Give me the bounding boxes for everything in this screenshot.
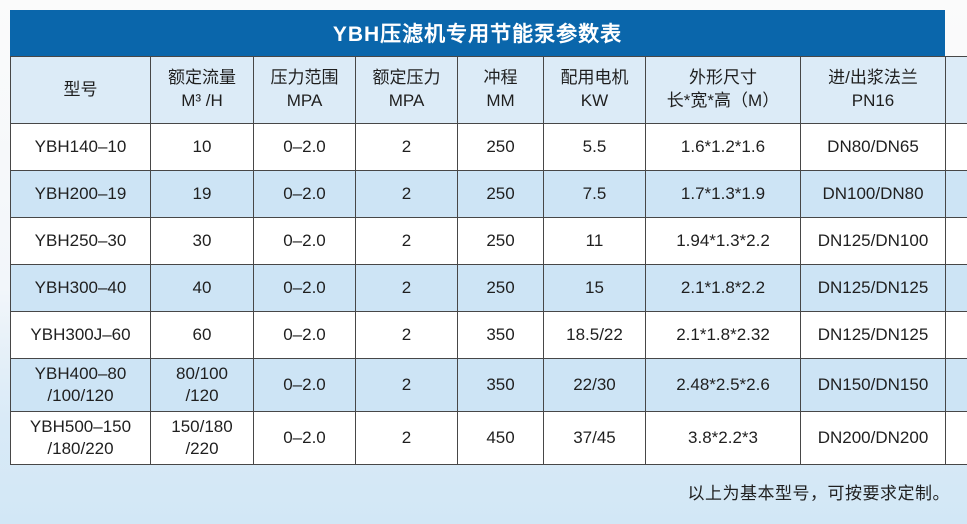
row-filler-cell bbox=[945, 411, 967, 466]
table-cell: 30 bbox=[150, 217, 254, 265]
table-cell: YBH400–80 /100/120 bbox=[10, 357, 151, 413]
table-cell: YBH300–40 bbox=[10, 264, 151, 312]
column-header: 进/出浆法兰 PN16 bbox=[800, 56, 946, 124]
header-row: 型号 额定流量 M³ /H 压力范围 MPA 额定压力 MPA 冲程 MM 配用电机 KW… bbox=[10, 56, 967, 124]
pump-parameter-table: 型号 额定流量 M³ /H 压力范围 MPA 额定压力 MPA 冲程 MM 配用电机 KW… bbox=[10, 56, 967, 466]
page-title: YBH压滤机专用节能泵参数表 bbox=[332, 23, 623, 46]
table-cell: 2.1*1.8*2.2 bbox=[645, 264, 801, 312]
table-cell: YBH140–10 bbox=[10, 123, 151, 171]
footer-note: 以上为基本型号，可按要求定制。 bbox=[687, 484, 950, 503]
table-row: YBH500–150 /180/220 150/180 /220 0–2.0 2 450… bbox=[10, 411, 967, 466]
table-cell: 18.5/22 bbox=[543, 311, 646, 359]
table-cell: 0–2.0 bbox=[253, 357, 356, 413]
table-row: YBH300–40 40 0–2.0 2 250 15 2.1*1.8*2.2 DN125/D… bbox=[10, 264, 967, 312]
table-cell: 350 bbox=[457, 311, 544, 359]
table-cell: DN150/DN150 bbox=[800, 357, 946, 413]
table-cell: DN100/DN80 bbox=[800, 170, 946, 218]
table-cell: 0–2.0 bbox=[253, 123, 356, 171]
table-cell: DN80/DN65 bbox=[800, 123, 946, 171]
table-row: YBH140–10 10 0–2.0 2 250 5.5 1.6*1.2*1.6 DN80/D… bbox=[10, 123, 967, 171]
table-cell: 15 bbox=[543, 264, 646, 312]
table-cell: 40 bbox=[150, 264, 254, 312]
table-cell: 0–2.0 bbox=[253, 264, 356, 312]
column-header: 额定压力 MPA bbox=[355, 56, 458, 124]
header-filler-cell bbox=[945, 56, 967, 124]
table-row: YBH400–80 /100/120 80/100 /120 0–2.0 2 350 22… bbox=[10, 357, 967, 413]
table-row: YBH300J–60 60 0–2.0 2 350 18.5/22 2.1*1.8*2.32… bbox=[10, 311, 967, 359]
table-cell: 250 bbox=[457, 123, 544, 171]
table-cell: DN200/DN200 bbox=[800, 411, 946, 466]
table-cell: 1.7*1.3*1.9 bbox=[645, 170, 801, 218]
table-cell: DN125/DN125 bbox=[800, 264, 946, 312]
column-header: 外形尺寸 长*宽*高（M） bbox=[645, 56, 801, 124]
table-cell: 2 bbox=[355, 357, 458, 413]
table-cell: 2 bbox=[355, 411, 458, 466]
row-filler-cell bbox=[945, 357, 967, 413]
column-header: 型号 bbox=[10, 56, 151, 124]
table-cell: YBH200–19 bbox=[10, 170, 151, 218]
table-body: YBH140–10 10 0–2.0 2 250 5.5 1.6*1.2*1.6 DN80/D… bbox=[10, 123, 967, 466]
table-cell: YBH250–30 bbox=[10, 217, 151, 265]
table-cell: 2 bbox=[355, 264, 458, 312]
table-cell: 0–2.0 bbox=[253, 170, 356, 218]
table-cell: 19 bbox=[150, 170, 254, 218]
table-cell: 11 bbox=[543, 217, 646, 265]
table-cell: 10 bbox=[150, 123, 254, 171]
column-header: 压力范围 MPA bbox=[253, 56, 356, 124]
table-row: YBH200–19 19 0–2.0 2 250 7.5 1.7*1.3*1.9 DN100/… bbox=[10, 170, 967, 218]
table-cell: 150/180 /220 bbox=[150, 411, 254, 466]
table-cell: DN125/DN125 bbox=[800, 311, 946, 359]
table-cell: 1.6*1.2*1.6 bbox=[645, 123, 801, 171]
table-cell: 7.5 bbox=[543, 170, 646, 218]
table-cell: 2 bbox=[355, 217, 458, 265]
row-filler-cell bbox=[945, 264, 967, 312]
table-row: YBH250–30 30 0–2.0 2 250 11 1.94*1.3*2.2 DN125/… bbox=[10, 217, 967, 265]
table-cell: YBH300J–60 bbox=[10, 311, 151, 359]
table-cell: 2 bbox=[355, 123, 458, 171]
table-cell: 37/45 bbox=[543, 411, 646, 466]
table-title-bar: YBH压滤机专用节能泵参数表 bbox=[10, 10, 945, 56]
table-cell: 60 bbox=[150, 311, 254, 359]
table-cell: 3.8*2.2*3 bbox=[645, 411, 801, 466]
table-cell: 250 bbox=[457, 217, 544, 265]
table-cell: 0–2.0 bbox=[253, 217, 356, 265]
table-cell: 450 bbox=[457, 411, 544, 466]
table-cell: 2.48*2.5*2.6 bbox=[645, 357, 801, 413]
row-filler-cell bbox=[945, 311, 967, 359]
table-cell: 2 bbox=[355, 311, 458, 359]
table-cell: 0–2.0 bbox=[253, 411, 356, 466]
table-cell: YBH500–150 /180/220 bbox=[10, 411, 151, 466]
table-cell: DN125/DN100 bbox=[800, 217, 946, 265]
table-cell: 22/30 bbox=[543, 357, 646, 413]
row-filler-cell bbox=[945, 217, 967, 265]
table-cell: 1.94*1.3*2.2 bbox=[645, 217, 801, 265]
table-cell: 0–2.0 bbox=[253, 311, 356, 359]
column-header: 冲程 MM bbox=[457, 56, 544, 124]
table-cell: 80/100 /120 bbox=[150, 357, 254, 413]
table-cell: 2.1*1.8*2.32 bbox=[645, 311, 801, 359]
row-filler-cell bbox=[945, 170, 967, 218]
table-header: 型号 额定流量 M³ /H 压力范围 MPA 额定压力 MPA 冲程 MM 配用电机 KW… bbox=[10, 56, 967, 124]
table-cell: 350 bbox=[457, 357, 544, 413]
table-cell: 5.5 bbox=[543, 123, 646, 171]
table-cell: 250 bbox=[457, 170, 544, 218]
row-filler-cell bbox=[945, 123, 967, 171]
table-cell: 250 bbox=[457, 264, 544, 312]
column-header: 配用电机 KW bbox=[543, 56, 646, 124]
column-header: 额定流量 M³ /H bbox=[150, 56, 254, 124]
table-cell: 2 bbox=[355, 170, 458, 218]
